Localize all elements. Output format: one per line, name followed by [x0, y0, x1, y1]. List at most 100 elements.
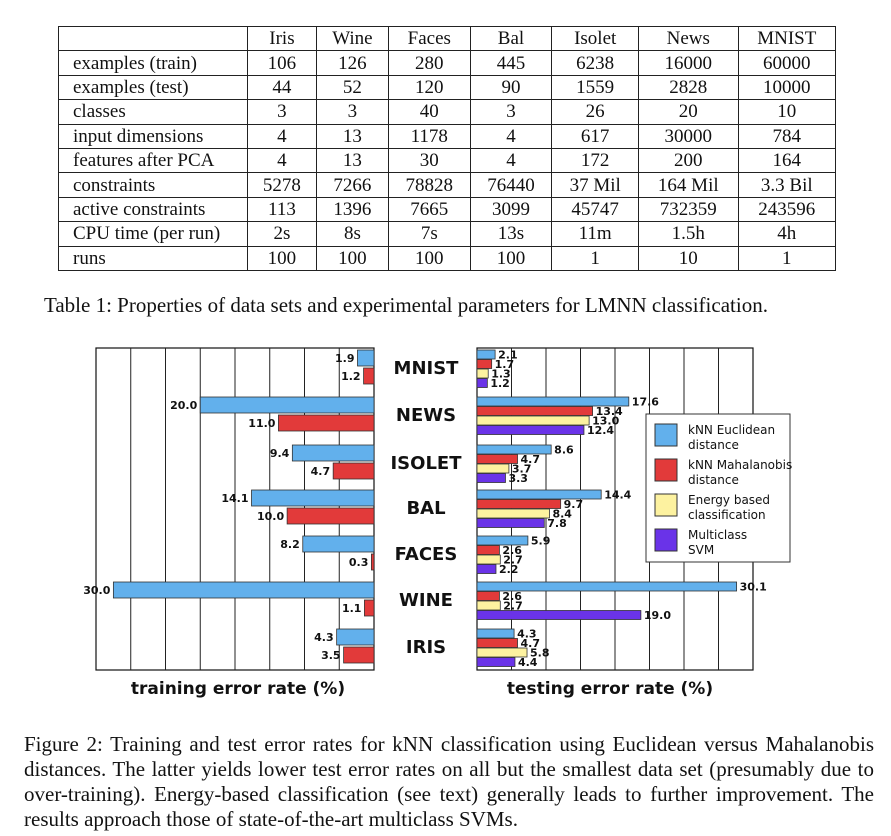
figure-caption: Figure 2: Training and test error rates …	[24, 732, 874, 831]
table-cell: 100	[387, 245, 471, 271]
table-row: CPU time (per run) 2s 8s 7s 13s 11m 1.5h 4h	[58, 221, 837, 247]
test-bar-value-label: 13.4	[596, 405, 623, 418]
table-cell: 44	[247, 74, 317, 101]
test-bar-mnist	[476, 349, 496, 360]
table-cell: 11m	[551, 221, 640, 247]
table-cell: 10000	[737, 74, 837, 101]
table-cell: 4	[247, 147, 317, 174]
table-cell: 280	[387, 50, 471, 76]
test-bar-value-label: 2.7	[503, 554, 522, 567]
table-cell: 30	[387, 147, 471, 174]
test-bar-faces	[476, 535, 529, 546]
table-cell: 78828	[387, 172, 471, 198]
test-bar-wine	[476, 581, 738, 592]
train-bar-mnist	[363, 367, 375, 385]
table-cell: 13	[315, 123, 389, 149]
table-cell: 200	[638, 147, 739, 174]
column-header: Bal	[469, 25, 553, 52]
table-row: classes 3 3 40 3 26 20 10	[58, 99, 837, 125]
table-row: features after PCA 4 13 30 4 172 200 164	[58, 147, 837, 174]
test-bar-isolet	[476, 463, 510, 474]
table-cell: 243596	[737, 196, 837, 223]
train-bar-value-label: 4.7	[311, 465, 331, 478]
test-bar-news	[476, 415, 590, 426]
table-cell: 3	[315, 99, 389, 125]
table-cell: 10	[638, 245, 739, 271]
train-bar-value-label: 30.0	[83, 584, 110, 597]
test-bar-value-label: 1.3	[491, 368, 511, 381]
legend-label: SVM	[688, 543, 714, 557]
dataset-label-news: NEWS	[396, 405, 456, 426]
legend-label: Multiclass	[688, 528, 747, 542]
column-header: Wine	[315, 25, 389, 52]
table-cell: 1	[551, 245, 640, 271]
table-cell: 26	[551, 99, 640, 125]
test-bar-faces	[476, 564, 497, 574]
test-bar-value-label: 4.7	[521, 453, 541, 466]
table-cell: 1	[737, 245, 837, 271]
test-bar-mnist	[476, 378, 488, 388]
table-cell: 60000	[737, 50, 837, 76]
test-bar-mnist	[476, 368, 489, 379]
test-bar-value-label: 5.9	[531, 535, 551, 548]
row-label: classes	[58, 99, 248, 125]
test-bar-bal	[476, 489, 602, 500]
row-label: examples (train)	[58, 50, 248, 76]
row-label: runs	[58, 245, 248, 271]
row-label: features after PCA	[58, 147, 248, 174]
test-bar-iris	[476, 647, 528, 658]
test-bar-value-label: 3.7	[512, 463, 531, 476]
table-cell: 106	[247, 50, 317, 76]
train-bar-wine	[364, 599, 375, 617]
row-label: active constraints	[58, 196, 248, 223]
testing-axis-title: testing error rate (%)	[507, 679, 713, 699]
test-bar-value-label: 4.7	[521, 637, 541, 650]
table-cell: 90	[469, 74, 553, 101]
table-cell: 7266	[315, 172, 389, 198]
test-bar-value-label: 2.2	[499, 563, 518, 576]
test-bar-value-label: 8.6	[554, 444, 574, 457]
table-cell: 120	[387, 74, 471, 101]
train-bar-bal	[286, 507, 375, 525]
table-corner-cell	[58, 25, 248, 52]
error-rate-figure: 1.9 1.2 2.1 1.7 1.3 1.2 MNIST 20.0 11.0 17.6 13.4 1…	[0, 340, 891, 710]
legend-swatch	[654, 528, 678, 552]
train-bar-value-label: 10.0	[257, 510, 284, 523]
train-bar-value-label: 20.0	[170, 399, 197, 412]
train-bar-value-label: 1.2	[341, 370, 361, 383]
table-cell: 8s	[315, 221, 389, 247]
test-bar-value-label: 2.1	[498, 349, 518, 362]
legend-label: kNN Mahalanobis	[688, 458, 792, 472]
dataset-label-isolet: ISOLET	[390, 453, 462, 474]
table-cell: 100	[469, 245, 553, 271]
table-row: active constraints 113 1396 7665 3099 45747 73…	[58, 196, 837, 223]
table-cell: 172	[551, 147, 640, 174]
table-row: runs 100 100 100 100 1 10 1	[58, 245, 837, 271]
table-row: constraints 5278 7266 78828 76440 37 Mil 164 M…	[58, 172, 837, 198]
test-bar-value-label: 2.6	[502, 590, 522, 603]
table-cell: 164 Mil	[638, 172, 739, 198]
test-bar-wine	[476, 610, 642, 620]
table-header-row: Iris Wine Faces Bal Isolet News MNIST	[58, 25, 837, 52]
train-bar-value-label: 1.9	[335, 352, 355, 365]
table-cell: 20	[638, 99, 739, 125]
train-bar-value-label: 9.4	[270, 447, 290, 460]
train-bar-isolet	[332, 462, 375, 480]
train-bar-value-label: 14.1	[221, 492, 248, 505]
test-bar-value-label: 7.8	[547, 517, 567, 530]
train-bar-bal	[251, 489, 375, 507]
legend-label: kNN Euclidean	[688, 423, 775, 437]
test-bar-value-label: 4.3	[517, 628, 537, 641]
error-rate-chart: 1.91.22.11.71.31.2MNIST20.011.017.613.41…	[83, 347, 792, 699]
test-bar-iris	[476, 638, 518, 648]
table-cell: 1.5h	[638, 221, 739, 247]
dataset-label-iris: IRIS	[406, 637, 446, 658]
table-cell: 3099	[469, 196, 553, 223]
properties-table: Iris Wine Faces Bal Isolet News MNIST ex…	[58, 25, 837, 271]
test-bar-value-label: 19.0	[644, 609, 671, 622]
table-cell: 7665	[387, 196, 471, 223]
table-cell: 76440	[469, 172, 553, 198]
test-bar-news	[476, 425, 585, 435]
column-header: News	[638, 25, 739, 52]
table-cell: 617	[551, 123, 640, 149]
